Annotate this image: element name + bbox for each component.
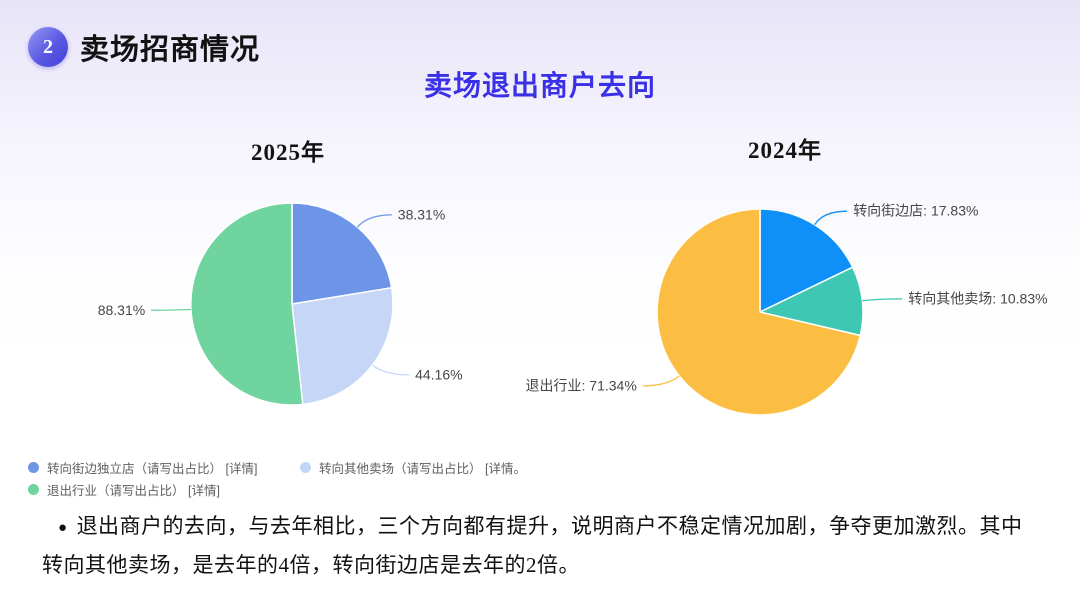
legend-label: 退出行业（请写出占比） [详情] [47, 483, 220, 498]
pie-slice-label-exit-industry: 88.31% [98, 302, 145, 318]
pie-slice-label-street-shop: 转向街边店: 17.83% [853, 203, 978, 219]
section-header: 2 卖场招商情况 [28, 26, 260, 68]
label-leader-line [371, 364, 410, 376]
pie-slice-label-other-market: 44.16% [415, 366, 462, 382]
pie-slice-label-street-independent-shop: 38.31% [398, 206, 445, 222]
legend-label: 转向其他卖场（请写出占比） [详情。 [319, 461, 526, 476]
legend-item-other-market[interactable]: 转向其他卖场（请写出占比） [详情。 [300, 456, 600, 478]
pie-slice-exit-industry[interactable] [190, 202, 304, 406]
label-leader-line [862, 298, 903, 302]
pie-chart-title: 2025年 [251, 139, 325, 165]
summary-note: ● 退出商户的去向，与去年相比，三个方向都有提升，说明商户不稳定情况加剧，争夺更加… [42, 508, 1032, 584]
legend-dot-icon [300, 461, 311, 473]
pie-chart-title: 2024年 [748, 137, 822, 163]
legend-label: 转向街边独立店（请写出占比） [详情] [47, 461, 258, 476]
pie-slice-street-shop[interactable] [759, 208, 854, 313]
label-leader-line [814, 210, 848, 226]
legend-item-street-independent-shop[interactable]: 转向街边独立店（请写出占比） [详情] [28, 456, 300, 478]
pie-slice-exit-industry[interactable] [656, 208, 862, 416]
bullet-icon: ● [58, 520, 68, 536]
chart-main-title: 卖场退出商户去向 [423, 71, 656, 102]
section-number-badge: 2 [28, 27, 68, 67]
chart-legend: 转向街边独立店（请写出占比） [详情] 转向其他卖场（请写出占比） [详情。 退… [28, 456, 648, 500]
section-number: 2 [43, 35, 53, 58]
label-leader-line [356, 214, 392, 228]
pie-slice-other-market[interactable] [759, 266, 864, 337]
section-title: 卖场招商情况 [80, 34, 261, 66]
summary-text: 退出商户的去向，与去年相比，三个方向都有提升，说明商户不稳定情况加剧，争夺更加激… [42, 514, 1023, 577]
label-leader-line [151, 308, 192, 311]
legend-dot-icon [28, 483, 39, 495]
pie-slice-label-other-market: 转向其他卖场: 10.83% [908, 290, 1047, 306]
pie-slice-other-market[interactable] [291, 287, 394, 406]
legend-item-exit-industry[interactable]: 退出行业（请写出占比） [详情] [28, 478, 300, 500]
legend-dot-icon [28, 461, 39, 473]
label-leader-line [642, 375, 680, 387]
pie-slice-street-independent-shop[interactable] [291, 202, 393, 305]
pie-slice-label-exit-industry: 退出行业: 71.34% [526, 377, 637, 393]
